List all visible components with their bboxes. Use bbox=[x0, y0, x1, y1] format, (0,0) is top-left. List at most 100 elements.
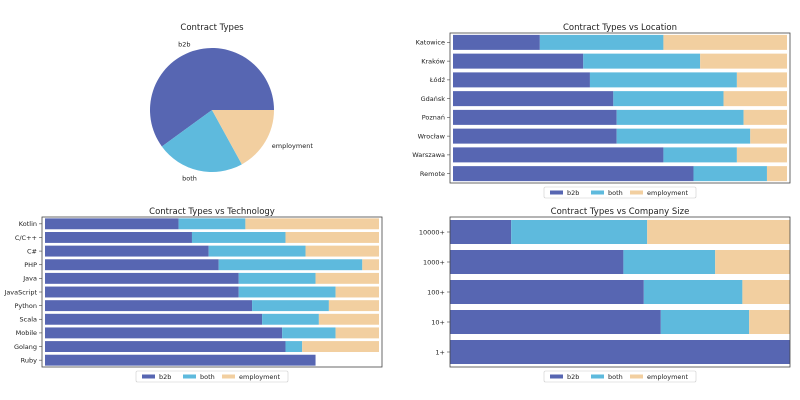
bar-segment-both bbox=[663, 147, 737, 163]
bar-segment-both bbox=[252, 300, 329, 312]
bar-segment-employment bbox=[736, 72, 787, 88]
bar-segment-b2b bbox=[45, 259, 219, 271]
bar-segment-b2b bbox=[450, 280, 644, 304]
bar-segment-both bbox=[178, 218, 246, 230]
bar-segment-employment bbox=[305, 245, 379, 257]
bar-segment-both bbox=[693, 166, 767, 182]
pie-slice-both bbox=[161, 110, 242, 172]
y-tick-label: Warszawa bbox=[412, 151, 445, 159]
bar-segment-b2b bbox=[453, 53, 584, 69]
y-tick-label: Kotlin bbox=[19, 220, 37, 228]
legend-box bbox=[543, 370, 697, 383]
legend-swatch-b2b bbox=[550, 374, 563, 379]
y-tick-label: 10000+ bbox=[419, 228, 445, 236]
bar-segment-both bbox=[613, 91, 724, 107]
chart-title: Contract Types vs Company Size bbox=[551, 207, 690, 217]
y-tick-label: Mobile bbox=[16, 329, 37, 337]
stacked-bar-chart: Contract Types vs Company Size 10000+ 1000… bbox=[419, 207, 791, 383]
y-tick-label: Python bbox=[14, 302, 37, 310]
pie-label: b2b bbox=[178, 41, 190, 49]
bar-segment-b2b bbox=[45, 327, 283, 339]
bar-segment-b2b bbox=[450, 310, 661, 334]
legend-swatch-both bbox=[183, 374, 196, 379]
bar-segment-employment bbox=[700, 53, 787, 69]
y-tick-label: Poznań bbox=[422, 114, 445, 122]
y-tick-label: 1000+ bbox=[423, 258, 445, 266]
y-tick-label: C# bbox=[27, 247, 37, 255]
y-tick-label: C/C++ bbox=[15, 234, 37, 242]
bar-segment-employment bbox=[318, 313, 379, 325]
chart-title: Contract Types bbox=[180, 23, 244, 33]
bar-segment-employment bbox=[285, 232, 379, 243]
bar-segment-employment bbox=[328, 300, 379, 312]
legend: b2b both employment bbox=[543, 186, 697, 199]
legend-swatch-b2b bbox=[550, 190, 563, 195]
y-tick-label: Java bbox=[22, 275, 37, 283]
legend-swatch-both bbox=[591, 190, 604, 195]
bar-segment-b2b bbox=[45, 218, 179, 230]
stacked-bar-chart: Contract Types vs Location Katowice Kraków… bbox=[412, 23, 791, 199]
bar-segment-employment bbox=[750, 128, 787, 144]
plot-frame bbox=[41, 216, 383, 368]
y-tick-label: 10+ bbox=[431, 318, 445, 326]
pie-label: both bbox=[182, 174, 197, 182]
legend-label: employment bbox=[239, 373, 281, 381]
legend-label: employment bbox=[647, 373, 689, 381]
bar-segment-both bbox=[218, 259, 363, 271]
bar-segment-b2b bbox=[45, 272, 239, 284]
bar-segment-b2b bbox=[450, 250, 624, 274]
legend-swatch-b2b bbox=[142, 374, 155, 379]
bar-segment-employment bbox=[362, 259, 379, 271]
bar-segment-employment bbox=[715, 250, 790, 274]
y-tick-label: Golang bbox=[14, 343, 37, 351]
y-tick-label: Gdańsk bbox=[421, 95, 446, 103]
bar-segment-employment bbox=[302, 341, 379, 352]
bar-segment-employment bbox=[736, 147, 787, 163]
bar-segment-both bbox=[616, 128, 751, 144]
bar-segment-employment bbox=[766, 166, 787, 182]
bar-segment-employment bbox=[663, 34, 787, 50]
bar-segment-both bbox=[589, 72, 737, 88]
bar-segment-both bbox=[238, 286, 336, 298]
y-tick-label: 1+ bbox=[435, 348, 445, 356]
chart-title: Contract Types vs Location bbox=[563, 23, 677, 33]
bar-segment-both bbox=[191, 232, 286, 243]
legend-box bbox=[135, 370, 289, 383]
legend-label: b2b bbox=[567, 373, 579, 381]
bar-segment-employment bbox=[335, 327, 379, 339]
bar-segment-both bbox=[616, 109, 744, 125]
y-tick-label: Kraków bbox=[421, 57, 445, 65]
plot-frame bbox=[449, 216, 791, 368]
legend-swatch-employment bbox=[222, 374, 235, 379]
pie-chart: Contract Types b2b both employment bbox=[150, 23, 313, 182]
bar-segment-both bbox=[660, 310, 750, 334]
bar-segment-employment bbox=[335, 286, 379, 298]
y-tick-label: Łódź bbox=[429, 76, 446, 84]
bar-segment-both bbox=[208, 245, 306, 257]
bar-segment-employment bbox=[742, 280, 790, 304]
bar-segment-b2b bbox=[45, 286, 239, 298]
pie-label: employment bbox=[272, 142, 314, 150]
bar-segment-b2b bbox=[45, 300, 253, 312]
chart-title: Contract Types vs Technology bbox=[149, 207, 275, 217]
y-tick-label: PHP bbox=[24, 261, 37, 269]
bar-segment-employment bbox=[743, 109, 787, 125]
pie-slice-employment bbox=[212, 110, 274, 165]
bar-segment-b2b bbox=[450, 340, 790, 364]
y-tick-label: Katowice bbox=[416, 39, 445, 47]
y-tick-label: JavaScript bbox=[3, 288, 37, 296]
bar-segment-both bbox=[285, 341, 303, 352]
bar-segment-both bbox=[238, 272, 316, 284]
legend-label: both bbox=[200, 373, 215, 381]
bar-segment-employment bbox=[245, 218, 379, 230]
plot-frame bbox=[449, 32, 791, 184]
bar-segment-b2b bbox=[453, 34, 540, 50]
bar-segment-employment bbox=[647, 220, 790, 244]
bar-segment-both bbox=[583, 53, 701, 69]
bar-segment-b2b bbox=[453, 147, 664, 163]
legend: b2b both employment bbox=[135, 370, 289, 383]
legend-swatch-employment bbox=[630, 190, 643, 195]
bar-segment-both bbox=[511, 220, 648, 244]
bar-segment-b2b bbox=[45, 232, 192, 243]
